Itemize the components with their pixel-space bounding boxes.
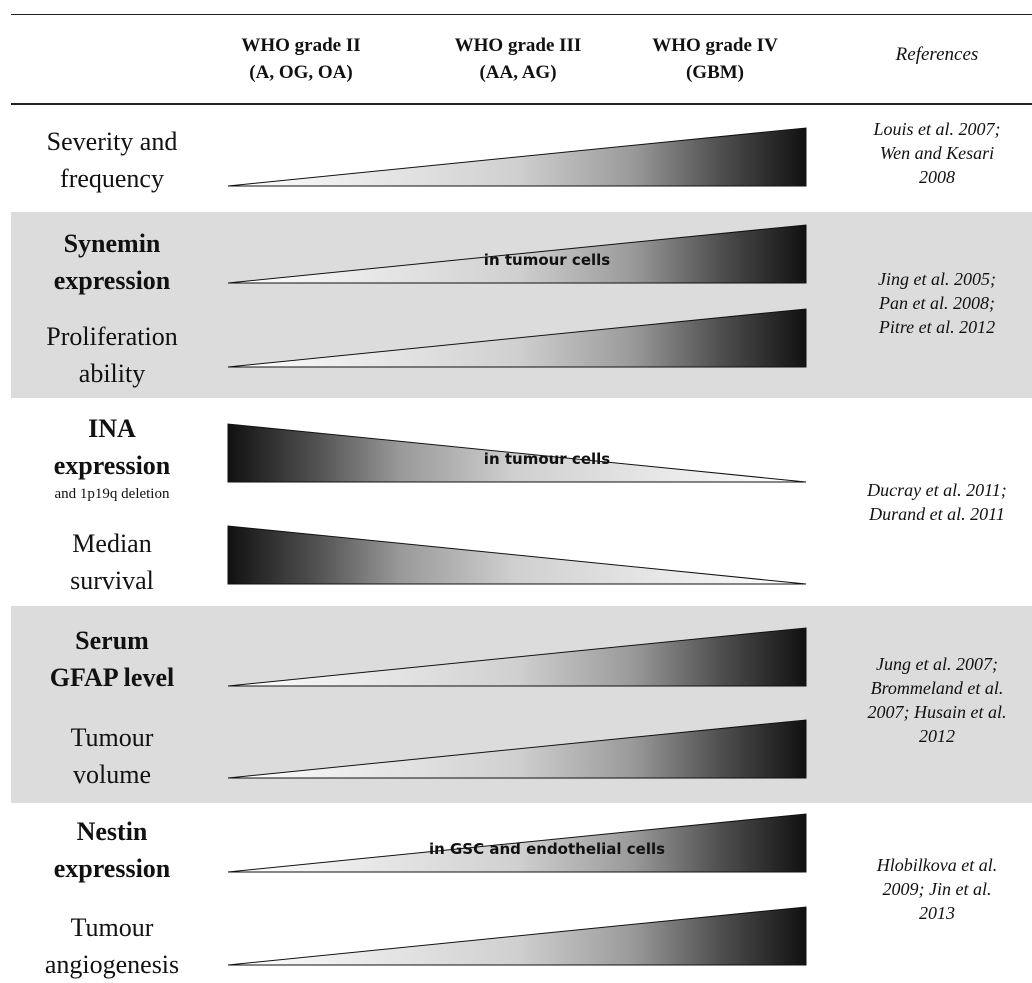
column-header-grade-iv: WHO grade IV (GBM) — [652, 35, 778, 83]
row-label-text: Nestin expression — [53, 817, 171, 883]
wedge-increasing-synemin-expression — [227, 224, 807, 284]
wedge-increasing-severity-and-frequency — [227, 127, 807, 187]
row-label-tumour-angiogenesis: Tumour angiogenesis — [14, 909, 210, 983]
row-label-ina-expression: INA expression and 1p19q deletion — [14, 410, 210, 504]
wedge-increasing-tumour-volume — [227, 719, 807, 779]
row-label-text: Severity and frequency — [46, 127, 178, 193]
row-label-proliferation-ability: Proliferation ability — [14, 318, 210, 392]
row-label-text: Serum GFAP level — [49, 626, 175, 692]
wedge-increasing-nestin-expression — [227, 813, 807, 873]
references-group-1: Louis et al. 2007; Wen and Kesari 2008 — [873, 119, 1001, 187]
row-label-nestin-expression: Nestin expression — [14, 813, 210, 887]
row-label-text: Tumour angiogenesis — [44, 913, 180, 979]
row-label-synemin-expression: Synemin expression — [14, 225, 210, 299]
row-label-severity-and-frequency: Severity and frequency — [14, 123, 210, 197]
row-label-median-survival: Median survival — [14, 525, 210, 599]
row-label-text: Median survival — [70, 529, 154, 595]
wedge-increasing-proliferation-ability — [227, 308, 807, 368]
references-group-4: Jung et al. 2007; Brommeland et al. 2007… — [867, 654, 1007, 746]
row-label-tumour-volume: Tumour volume — [14, 719, 210, 793]
row-label-text: Synemin expression — [53, 229, 171, 295]
header-rule — [11, 103, 1032, 105]
references-group-2: Jing et al. 2005; Pan et al. 2008; Pitre… — [878, 269, 996, 337]
wedge-label-synemin-expression: in tumour cells — [484, 251, 610, 269]
references-group-3: Ducray et al. 2011; Durand et al. 2011 — [867, 480, 1007, 524]
wedge-decreasing-median-survival — [227, 525, 807, 585]
row-label-text: Proliferation ability — [46, 322, 178, 388]
wedge-label-nestin-expression: in GSC and endothelial cells — [429, 840, 665, 858]
top-rule — [11, 14, 1032, 15]
row-label-serum-gfap-level: Serum GFAP level — [14, 622, 210, 696]
column-header-references: References — [895, 44, 979, 65]
wedge-label-ina-expression: in tumour cells — [484, 450, 610, 468]
column-header-grade-ii: WHO grade II (A, OG, OA) — [241, 35, 361, 83]
row-sublabel-text: and 1p19q deletion — [54, 486, 170, 502]
wedge-increasing-tumour-angiogenesis — [227, 906, 807, 966]
row-label-text: Tumour volume — [70, 723, 154, 789]
wedge-increasing-serum-gfap-level — [227, 627, 807, 687]
row-label-text: INA expression — [53, 414, 171, 480]
column-header-grade-iii: WHO grade III (AA, AG) — [454, 35, 582, 83]
wedge-decreasing-ina-expression — [227, 423, 807, 483]
references-group-5: Hlobilkova et al. 2009; Jin et al. 2013 — [876, 855, 998, 923]
